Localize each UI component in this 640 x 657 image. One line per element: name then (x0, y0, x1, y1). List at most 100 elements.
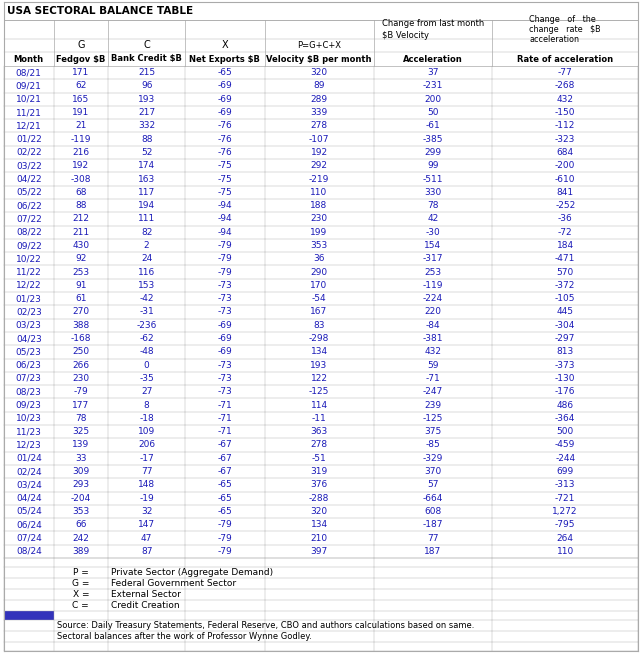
Text: 319: 319 (310, 467, 328, 476)
Text: -94: -94 (218, 228, 232, 237)
Text: 08/22: 08/22 (16, 228, 42, 237)
Text: -364: -364 (555, 414, 575, 423)
Text: 33: 33 (75, 454, 86, 463)
Bar (4, 345, 638, 359)
Text: 02/24: 02/24 (16, 467, 42, 476)
Text: 363: 363 (310, 427, 328, 436)
Text: -76: -76 (218, 135, 232, 144)
Text: 12/23: 12/23 (16, 440, 42, 449)
Text: 111: 111 (138, 214, 156, 223)
Text: 445: 445 (557, 307, 573, 317)
Text: 07/23: 07/23 (16, 374, 42, 383)
Text: 170: 170 (310, 281, 328, 290)
Text: -67: -67 (218, 467, 232, 476)
Text: -308: -308 (70, 175, 91, 183)
Bar (4, 465, 638, 478)
Bar (4, 292, 638, 306)
Text: 8: 8 (144, 401, 150, 409)
Text: 11/22: 11/22 (16, 267, 42, 277)
Bar (4, 106, 638, 119)
Bar (4, 225, 638, 239)
Bar (4, 159, 638, 172)
Text: -65: -65 (218, 493, 232, 503)
Text: 332: 332 (138, 122, 156, 130)
Text: 242: 242 (72, 533, 89, 543)
Text: -79: -79 (218, 241, 232, 250)
Text: 278: 278 (310, 122, 328, 130)
Text: 199: 199 (310, 228, 328, 237)
Bar (4, 332, 638, 345)
Text: 09/21: 09/21 (16, 81, 42, 91)
Text: 266: 266 (72, 361, 90, 370)
Text: -31: -31 (140, 307, 154, 317)
Bar (4, 133, 638, 146)
Text: 230: 230 (310, 214, 328, 223)
Text: 292: 292 (310, 161, 328, 170)
Text: 117: 117 (138, 188, 156, 197)
Bar (4, 79, 638, 93)
Text: 47: 47 (141, 533, 152, 543)
Text: 432: 432 (557, 95, 573, 104)
Text: 134: 134 (310, 520, 328, 530)
Text: -69: -69 (218, 321, 232, 330)
Bar (4, 385, 638, 398)
Text: 06/24: 06/24 (16, 520, 42, 530)
Text: 27: 27 (141, 387, 152, 396)
Bar (4, 545, 638, 558)
Bar (4, 398, 638, 412)
Text: 210: 210 (310, 533, 328, 543)
Bar (4, 172, 638, 186)
Bar (4, 491, 638, 505)
Text: 24: 24 (141, 254, 152, 263)
Text: -471: -471 (555, 254, 575, 263)
Bar (4, 589, 638, 600)
Text: 153: 153 (138, 281, 156, 290)
Text: 432: 432 (424, 348, 442, 356)
Text: 174: 174 (138, 161, 156, 170)
Text: -119: -119 (70, 135, 91, 144)
Text: X: X (221, 41, 228, 51)
Text: -224: -224 (423, 294, 443, 303)
Text: 0: 0 (144, 361, 150, 370)
Bar (4, 265, 638, 279)
Text: 289: 289 (310, 95, 328, 104)
Text: -84: -84 (426, 321, 440, 330)
Text: 250: 250 (72, 348, 90, 356)
Text: 171: 171 (72, 68, 90, 77)
Bar (4, 412, 638, 425)
Text: 147: 147 (138, 520, 156, 530)
Text: -71: -71 (218, 414, 232, 423)
Text: -79: -79 (218, 547, 232, 556)
Text: -323: -323 (555, 135, 575, 144)
Text: 191: 191 (72, 108, 90, 117)
Text: 01/22: 01/22 (16, 135, 42, 144)
Text: 21: 21 (75, 122, 86, 130)
Text: -79: -79 (74, 387, 88, 396)
Text: 376: 376 (310, 480, 328, 489)
Text: -51: -51 (312, 454, 326, 463)
Text: 134: 134 (310, 348, 328, 356)
Text: USA SECTORAL BALANCE TABLE: USA SECTORAL BALANCE TABLE (7, 6, 193, 16)
Text: -511: -511 (422, 175, 443, 183)
Text: 92: 92 (75, 254, 86, 263)
Text: -65: -65 (218, 507, 232, 516)
Text: 148: 148 (138, 480, 156, 489)
Text: 608: 608 (424, 507, 442, 516)
Text: 278: 278 (310, 440, 328, 449)
Text: 320: 320 (310, 68, 328, 77)
Bar (4, 631, 638, 642)
Text: 184: 184 (557, 241, 573, 250)
Text: -105: -105 (555, 294, 575, 303)
Bar (4, 239, 638, 252)
Text: 220: 220 (424, 307, 442, 317)
Text: 193: 193 (310, 361, 328, 370)
Text: -67: -67 (218, 454, 232, 463)
Text: -459: -459 (555, 440, 575, 449)
Bar (4, 66, 638, 79)
Text: 06/23: 06/23 (16, 361, 42, 370)
Text: -313: -313 (555, 480, 575, 489)
Text: 2: 2 (144, 241, 150, 250)
Text: External Sector: External Sector (111, 590, 181, 599)
Text: 200: 200 (424, 95, 442, 104)
Text: -79: -79 (218, 520, 232, 530)
